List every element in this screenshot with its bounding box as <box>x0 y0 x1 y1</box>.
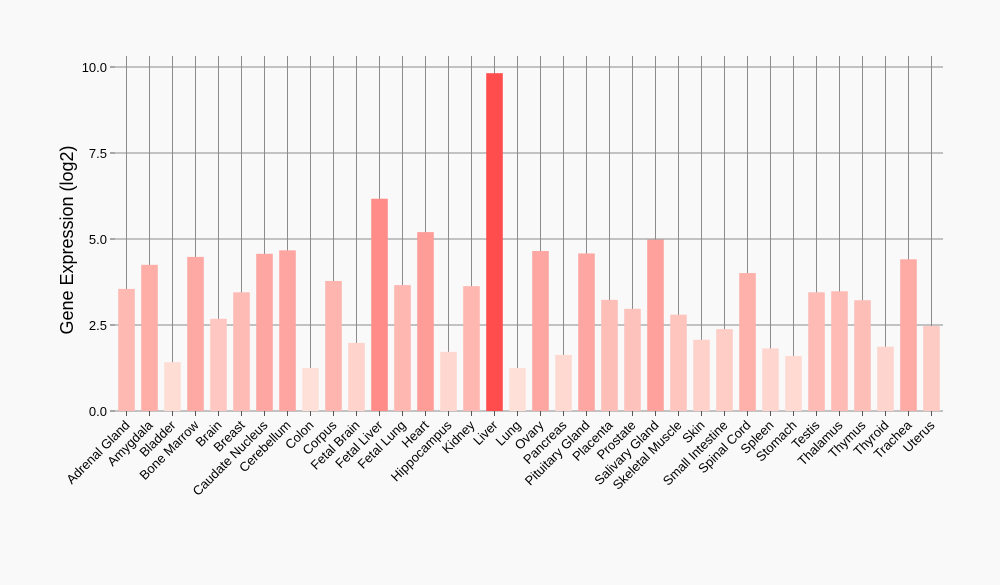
bar <box>877 346 894 411</box>
bar <box>578 253 595 411</box>
bar <box>187 256 204 411</box>
bar <box>647 239 664 411</box>
bar <box>785 355 802 411</box>
bar <box>739 273 756 411</box>
bar <box>693 339 710 411</box>
y-tick-label: 7.5 <box>89 146 107 161</box>
bar <box>854 300 871 411</box>
bar <box>601 299 618 411</box>
bar <box>555 354 572 411</box>
bar <box>118 288 135 411</box>
bar <box>831 291 848 411</box>
bar <box>923 326 940 411</box>
bar <box>302 368 319 411</box>
y-tick-label: 0.0 <box>89 404 107 419</box>
y-axis: 0.0 2.5 5.0 7.5 10.0 <box>82 60 932 419</box>
x-tick-label: Liver <box>470 417 501 448</box>
bar <box>808 292 825 411</box>
bar <box>762 348 779 411</box>
bar <box>440 351 457 411</box>
bar <box>256 253 273 411</box>
bar <box>624 308 641 411</box>
bar <box>716 329 733 411</box>
bar <box>325 280 342 411</box>
y-tick-label: 2.5 <box>89 318 107 333</box>
bar <box>417 232 434 411</box>
bar <box>348 342 365 411</box>
bars <box>118 73 940 411</box>
bar <box>394 285 411 411</box>
bar <box>233 292 250 411</box>
bar <box>532 251 549 411</box>
y-tick-label: 10.0 <box>82 60 107 75</box>
y-axis-title: Gene Expression (log2) <box>57 145 77 334</box>
bar <box>371 198 388 411</box>
bar <box>210 318 227 411</box>
y-tick-label: 5.0 <box>89 232 107 247</box>
bar <box>509 368 526 411</box>
bar <box>486 73 503 411</box>
bar <box>900 259 917 411</box>
bar <box>279 250 296 411</box>
bar <box>670 314 687 411</box>
bar <box>463 286 480 411</box>
bar <box>164 362 181 411</box>
bar <box>141 264 158 411</box>
